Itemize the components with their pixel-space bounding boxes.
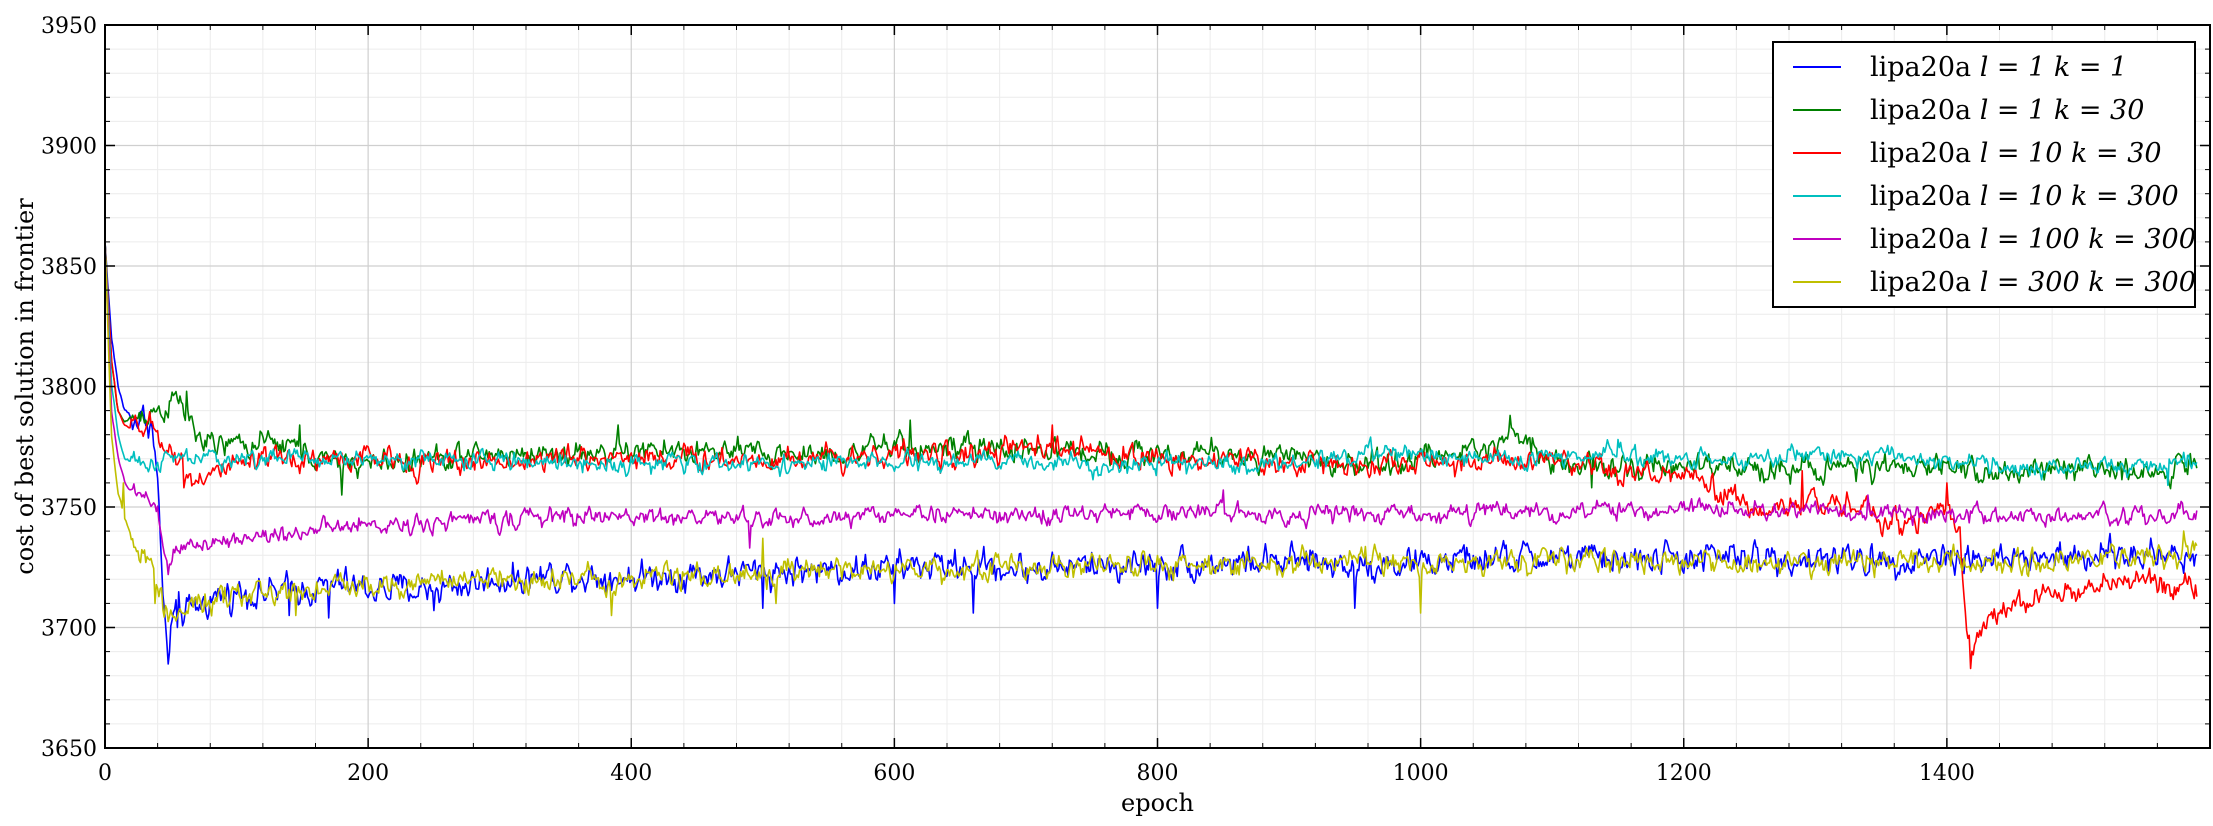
x-tick-label: 600: [873, 761, 915, 786]
y-tick-label: 3800: [41, 376, 97, 401]
series-line: [104, 241, 2198, 665]
series-lines: [104, 241, 2198, 670]
x-tick-label: 0: [98, 761, 112, 786]
x-tick-label: 400: [610, 761, 652, 786]
legend-label: lipa20a l = 1 k = 1: [1870, 52, 2127, 83]
x-tick-label: 1400: [1919, 761, 1975, 786]
x-axis-title: epoch: [1121, 789, 1194, 817]
x-axis-tick-labels: 0 200 400 600 800 1000 1200 1400: [98, 761, 1975, 786]
series-line: [104, 241, 2198, 576]
y-axis-tick-labels: 3650 3700 3750 3800 3850 3900 3950: [41, 14, 97, 762]
axis-ticks: [104, 24, 2210, 749]
x-tick-label: 800: [1137, 761, 1179, 786]
y-axis-title: cost of best solution in frontier: [11, 198, 39, 575]
legend-label: lipa20a l = 300 k = 300: [1870, 267, 2196, 298]
legend-label: lipa20a l = 10 k = 300: [1870, 181, 2179, 212]
series-line: [104, 241, 2198, 623]
legend-box: [1772, 41, 2196, 308]
y-tick-label: 3900: [41, 135, 97, 160]
y-tick-label: 3750: [41, 496, 97, 521]
y-tick-label: 3650: [41, 737, 97, 762]
series-line: [104, 241, 2198, 487]
legend: lipa20a l = 1 k = 1 lipa20a l = 1 k = 30 l…: [1772, 41, 2196, 308]
legend-label: lipa20a l = 100 k = 300: [1870, 224, 2196, 255]
x-tick-label: 1200: [1656, 761, 1712, 786]
x-tick-label: 200: [347, 761, 389, 786]
x-tick-label: 1000: [1393, 761, 1449, 786]
y-tick-label: 3850: [41, 255, 97, 280]
y-tick-label: 3950: [41, 14, 97, 39]
legend-label: lipa20a l = 10 k = 30: [1870, 138, 2162, 169]
legend-label: lipa20a l = 1 k = 30: [1870, 95, 2144, 126]
y-tick-label: 3700: [41, 617, 97, 642]
